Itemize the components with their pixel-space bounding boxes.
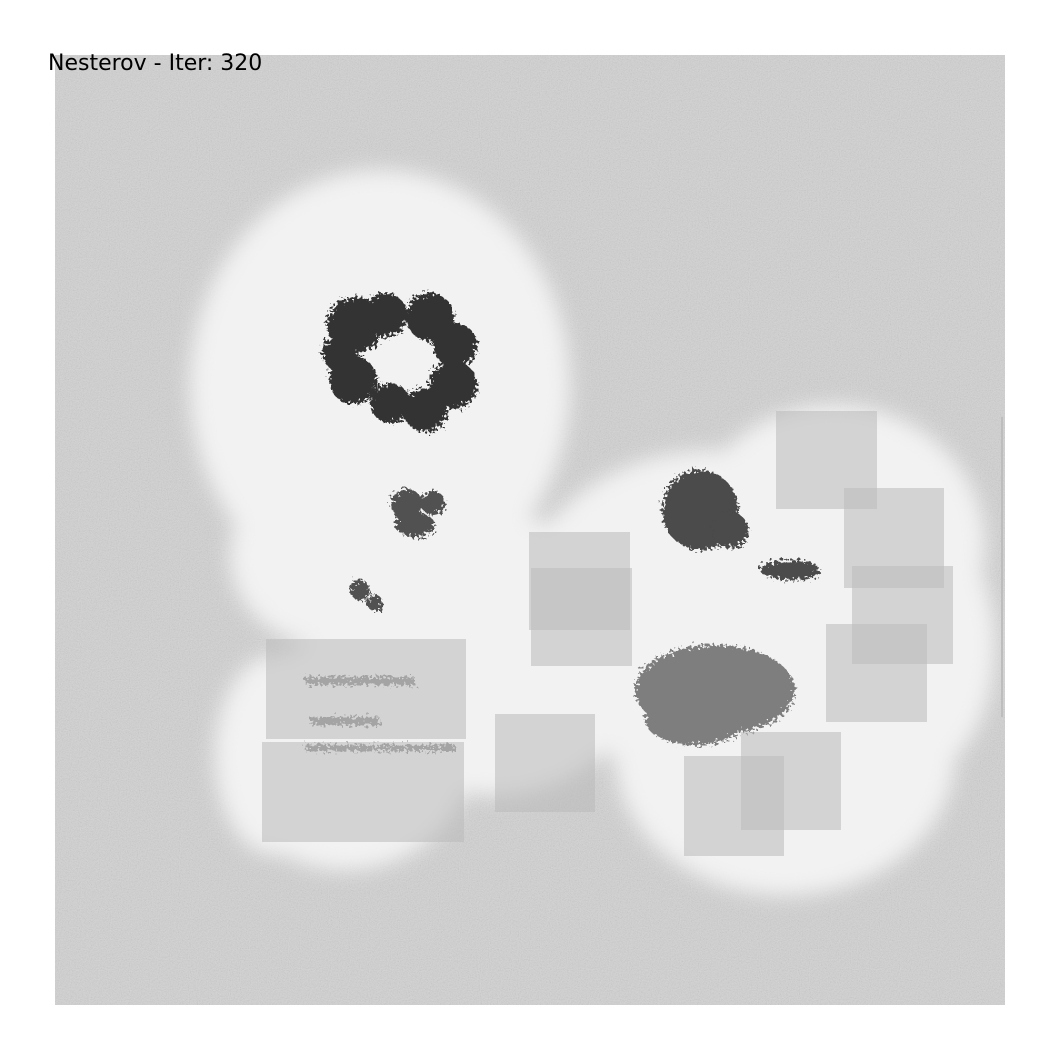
macro-block: [266, 639, 466, 739]
macro-block: [826, 624, 927, 722]
edge-line: [1001, 417, 1003, 717]
cluster-mid-left: [350, 489, 445, 611]
plot-title: Nesterov - Iter: 320: [48, 51, 263, 76]
macro-blocks: [262, 411, 953, 856]
macro-block: [741, 732, 841, 830]
placement-plot: [55, 55, 1005, 1005]
placement-canvas: [55, 55, 1005, 1005]
cell-clusters: [305, 293, 820, 751]
cluster-lower-right: [635, 645, 795, 745]
cluster-top-left: [322, 293, 477, 432]
macro-block: [495, 714, 595, 812]
cluster-right: [662, 470, 820, 580]
macro-block: [531, 568, 632, 666]
macro-block: [262, 742, 464, 842]
